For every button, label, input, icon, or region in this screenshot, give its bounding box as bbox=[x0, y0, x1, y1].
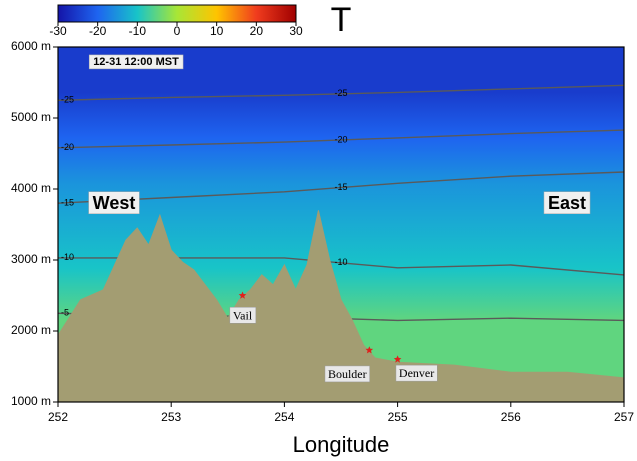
place-label-box bbox=[324, 365, 370, 383]
x-tick-label: 253 bbox=[161, 410, 181, 424]
place-label-box bbox=[395, 364, 438, 382]
place-label: Vail bbox=[233, 308, 253, 322]
contour-line bbox=[58, 129, 624, 149]
contour-label: -10 bbox=[334, 257, 347, 267]
colorbar-tick-label: 0 bbox=[174, 24, 181, 38]
contour-label: -5 bbox=[61, 308, 69, 318]
x-tick-label: 256 bbox=[501, 410, 521, 424]
x-tick-label: 252 bbox=[48, 410, 68, 424]
contour-label: -20 bbox=[61, 142, 74, 152]
terrain-profile bbox=[58, 210, 624, 379]
contour-label: -25 bbox=[61, 95, 74, 105]
chart-title: T bbox=[331, 1, 352, 39]
place-label-box bbox=[229, 307, 257, 324]
y-tick-label: 2000 m bbox=[11, 323, 51, 337]
contour-line bbox=[58, 171, 624, 204]
colorbar-tick-label: -30 bbox=[49, 24, 67, 38]
y-tick-label: 4000 m bbox=[11, 181, 51, 195]
place-marker bbox=[238, 291, 247, 299]
contour-label: -15 bbox=[61, 198, 74, 208]
plot-area: -25-25-20-20-15-15-10-10-5-5 bbox=[58, 47, 624, 402]
place-label: Boulder bbox=[328, 367, 367, 381]
timestamp-box bbox=[88, 54, 184, 70]
region-label: East bbox=[548, 193, 586, 213]
region-label-box bbox=[543, 191, 591, 214]
contour-label: -15 bbox=[334, 182, 347, 192]
contour-label: -25 bbox=[334, 88, 347, 98]
colorbar bbox=[57, 4, 297, 23]
terrain-fill bbox=[58, 210, 624, 402]
place-label: Denver bbox=[399, 366, 434, 380]
y-tick-label: 1000 m bbox=[11, 394, 51, 408]
x-tick-label: 257 bbox=[614, 410, 634, 424]
region-label-box bbox=[88, 191, 140, 214]
plot-frame bbox=[57, 46, 625, 403]
x-axis-label: Longitude bbox=[293, 432, 390, 457]
y-tick-label: 3000 m bbox=[11, 252, 51, 266]
place-marker bbox=[365, 346, 374, 354]
y-tick-label: 6000 m bbox=[11, 39, 51, 53]
contour-line bbox=[58, 84, 624, 101]
timestamp: 12-31 12:00 MST bbox=[93, 56, 179, 68]
colorbar-tick-label: 30 bbox=[289, 24, 303, 38]
colorbar-tick-label: -20 bbox=[89, 24, 107, 38]
place-marker bbox=[393, 355, 402, 363]
colorbar-tick-label: 10 bbox=[210, 24, 224, 38]
x-tick-label: 254 bbox=[274, 410, 294, 424]
contour-label: -10 bbox=[61, 252, 74, 262]
colorbar-tick-label: 20 bbox=[250, 24, 264, 38]
contour-label: -20 bbox=[334, 134, 347, 144]
colorbar-tick-label: -10 bbox=[129, 24, 147, 38]
region-label: West bbox=[93, 193, 136, 213]
x-tick-label: 255 bbox=[388, 410, 408, 424]
y-tick-label: 5000 m bbox=[11, 110, 51, 124]
